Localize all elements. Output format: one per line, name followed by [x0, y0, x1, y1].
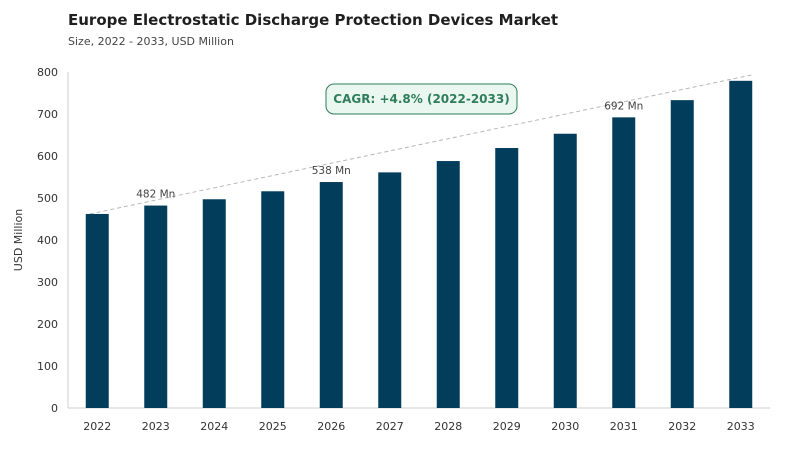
bar — [202, 199, 226, 408]
x-tick-label: 2030 — [551, 420, 579, 433]
y-axis-label: USD Million — [12, 209, 25, 271]
bar — [144, 205, 168, 408]
bar — [729, 80, 753, 408]
y-tick-label: 200 — [37, 318, 58, 331]
y-axis-ticks: 0 100 200 300 400 500 600 700 800 — [37, 66, 58, 415]
cagr-trend-line — [89, 74, 753, 215]
bar — [436, 161, 460, 408]
x-tick-label: 2033 — [727, 420, 755, 433]
chart-subtitle: Size, 2022 - 2033, USD Million — [68, 35, 234, 48]
x-tick-label: 2028 — [434, 420, 462, 433]
data-label: 692 Mn — [604, 100, 643, 112]
y-tick-label: 500 — [37, 192, 58, 205]
data-labels: 482 Mn 538 Mn 692 Mn — [136, 100, 643, 200]
x-tick-label: 2025 — [259, 420, 287, 433]
bar — [319, 182, 343, 408]
bar — [261, 191, 285, 408]
x-tick-label: 2024 — [200, 420, 228, 433]
bar — [85, 213, 109, 408]
chart-title: Europe Electrostatic Discharge Protectio… — [68, 11, 559, 29]
x-tick-label: 2026 — [317, 420, 345, 433]
bar — [612, 117, 636, 409]
bar — [495, 148, 519, 408]
y-tick-label: 300 — [37, 276, 58, 289]
y-tick-label: 700 — [37, 108, 58, 121]
bars — [85, 80, 753, 409]
y-tick-label: 800 — [37, 66, 58, 79]
x-tick-label: 2023 — [142, 420, 170, 433]
x-axis-ticks: 2022 2023 2024 2025 2026 2027 2028 2029 2030 2031… — [83, 420, 755, 433]
data-label: 538 Mn — [312, 165, 351, 177]
y-tick-label: 100 — [37, 360, 58, 373]
bar — [670, 100, 694, 408]
y-tick-label: 0 — [51, 402, 58, 415]
bar — [553, 133, 577, 409]
data-label: 482 Mn — [136, 189, 175, 201]
y-tick-label: 400 — [37, 234, 58, 247]
bar — [378, 172, 402, 408]
x-tick-label: 2027 — [376, 420, 404, 433]
x-tick-label: 2031 — [610, 420, 638, 433]
x-tick-label: 2032 — [668, 420, 696, 433]
cagr-annotation: CAGR: +4.8% (2022-2033) — [325, 83, 518, 115]
x-tick-label: 2022 — [83, 420, 111, 433]
x-tick-label: 2029 — [493, 420, 521, 433]
cagr-text: CAGR: +4.8% (2022-2033) — [333, 92, 509, 106]
y-tick-label: 600 — [37, 150, 58, 163]
cagr-box — [325, 83, 518, 115]
